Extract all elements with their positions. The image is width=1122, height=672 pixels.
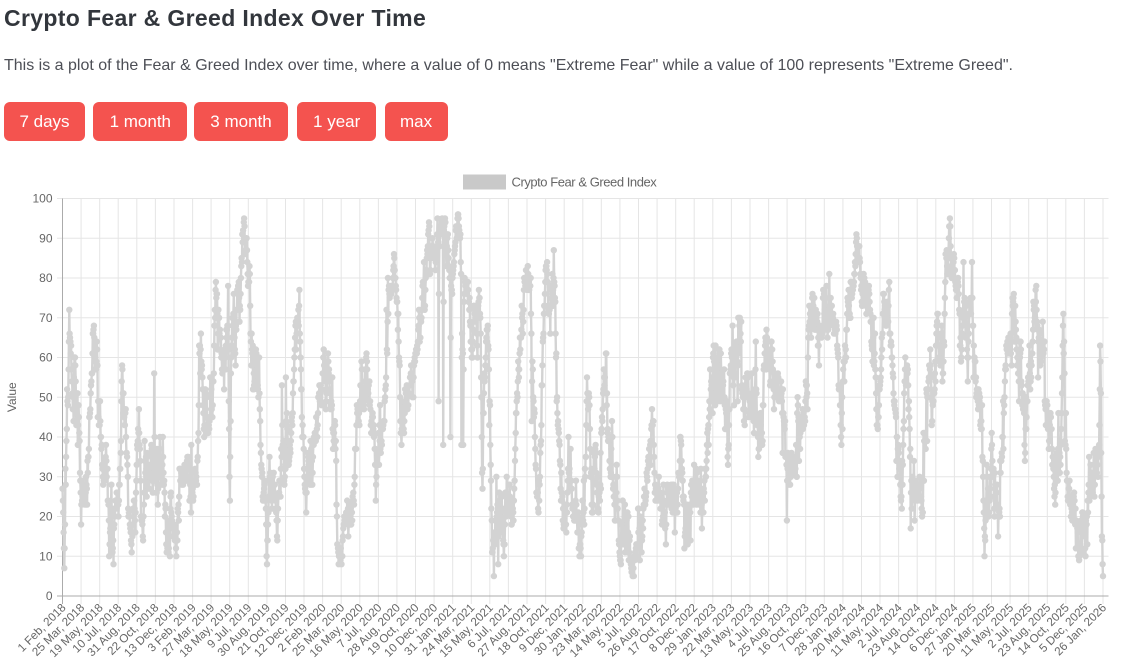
svg-text:10: 10 [39, 550, 53, 564]
svg-text:60: 60 [39, 351, 53, 365]
svg-text:Value: Value [5, 382, 19, 412]
svg-text:30: 30 [39, 470, 53, 484]
svg-text:100: 100 [32, 192, 52, 206]
svg-text:50: 50 [39, 390, 53, 404]
svg-text:90: 90 [39, 231, 53, 245]
svg-text:Crypto Fear & Greed Index: Crypto Fear & Greed Index [512, 174, 658, 189]
svg-text:40: 40 [39, 430, 53, 444]
svg-text:70: 70 [39, 311, 53, 325]
svg-text:20: 20 [39, 510, 53, 524]
svg-text:80: 80 [39, 271, 53, 285]
svg-text:0: 0 [46, 589, 53, 603]
